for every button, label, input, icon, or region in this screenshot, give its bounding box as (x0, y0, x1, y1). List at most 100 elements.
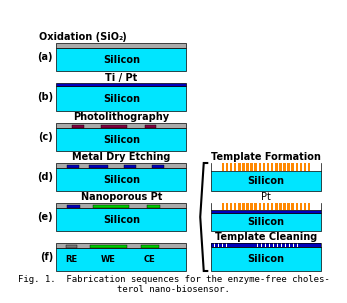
Bar (250, 243, 254, 247)
Bar (147, 205, 160, 208)
Bar (267, 163, 269, 171)
Bar (271, 203, 273, 210)
Bar (230, 163, 232, 171)
Bar (219, 243, 222, 247)
Bar (271, 163, 273, 171)
Bar (290, 243, 293, 247)
Text: (e): (e) (37, 212, 53, 222)
Bar (101, 125, 127, 128)
Bar (211, 243, 214, 247)
Bar (266, 243, 269, 247)
Bar (274, 243, 277, 247)
Bar (267, 203, 269, 210)
Text: Ti / Pt: Ti / Pt (105, 72, 137, 82)
Bar (211, 210, 321, 213)
Bar (304, 203, 306, 210)
Bar (211, 243, 321, 247)
Bar (124, 165, 136, 168)
Text: (a): (a) (37, 52, 53, 62)
Bar (226, 163, 228, 171)
Text: Silicon: Silicon (247, 176, 285, 186)
Text: Silicon: Silicon (103, 135, 140, 145)
Bar (302, 243, 305, 247)
Text: Template Cleaning: Template Cleaning (215, 232, 317, 242)
Bar (57, 128, 186, 151)
Bar (296, 163, 298, 171)
Bar (221, 203, 224, 210)
Bar (262, 243, 265, 247)
Text: Metal Dry Etching: Metal Dry Etching (72, 152, 170, 162)
Bar (275, 203, 278, 210)
Text: Template Formation: Template Formation (211, 152, 321, 162)
Bar (67, 205, 80, 208)
Bar (283, 203, 286, 210)
Bar (291, 203, 294, 210)
Bar (242, 203, 245, 210)
Bar (57, 168, 186, 191)
Text: (d): (d) (37, 172, 53, 182)
Bar (259, 203, 261, 210)
Bar (305, 243, 309, 247)
Text: Photolithography: Photolithography (73, 112, 169, 122)
Bar (250, 203, 253, 210)
Bar (141, 245, 159, 248)
Text: WE: WE (101, 255, 116, 264)
Bar (211, 213, 321, 231)
Bar (57, 243, 186, 248)
Bar (57, 203, 186, 208)
Bar (254, 203, 257, 210)
Bar (234, 163, 236, 171)
Bar (297, 243, 301, 247)
Bar (230, 203, 232, 210)
Bar (270, 243, 273, 247)
Bar (287, 163, 290, 171)
Bar (283, 163, 286, 171)
Bar (238, 163, 240, 171)
Bar (235, 243, 238, 247)
Bar (246, 243, 249, 247)
Bar (308, 203, 311, 210)
Bar (90, 245, 127, 248)
Text: Silicon: Silicon (103, 55, 140, 65)
Bar (152, 165, 164, 168)
Bar (282, 243, 285, 247)
Bar (57, 163, 186, 168)
Text: (c): (c) (38, 132, 53, 142)
Bar (67, 165, 78, 168)
Bar (279, 203, 282, 210)
Bar (279, 163, 282, 171)
Bar (89, 165, 108, 168)
Bar (57, 43, 186, 48)
Bar (238, 203, 240, 210)
Text: Silicon: Silicon (247, 217, 285, 227)
Bar (254, 243, 257, 247)
Bar (250, 163, 253, 171)
Bar (66, 245, 77, 248)
Bar (310, 243, 313, 247)
Text: CE: CE (144, 255, 156, 264)
Text: terol nano-biosensor.: terol nano-biosensor. (117, 285, 230, 295)
Bar (263, 203, 265, 210)
Bar (57, 48, 186, 71)
Text: RE: RE (65, 255, 77, 264)
Bar (278, 243, 281, 247)
Bar (258, 243, 261, 247)
Bar (308, 163, 311, 171)
Bar (259, 163, 261, 171)
Bar (275, 163, 278, 171)
Bar (291, 163, 294, 171)
Text: Fig. 1.  Fabrication sequences for the enzyme-free choles-: Fig. 1. Fabrication sequences for the en… (18, 275, 329, 285)
Bar (242, 243, 246, 247)
Text: (f): (f) (40, 252, 53, 262)
Text: ₂): ₂) (119, 32, 127, 42)
Bar (242, 163, 245, 171)
Bar (57, 208, 186, 231)
Bar (286, 243, 289, 247)
Bar (57, 86, 186, 111)
Bar (215, 243, 218, 247)
Bar (299, 203, 302, 210)
Bar (230, 243, 234, 247)
Bar (234, 203, 236, 210)
Bar (246, 203, 249, 210)
Bar (222, 243, 226, 247)
